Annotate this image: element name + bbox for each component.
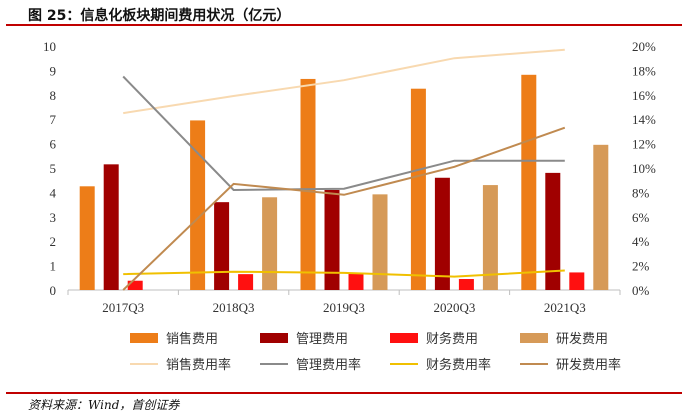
bar-销售费用 (521, 74, 537, 291)
y2-tick-label: 18% (632, 63, 656, 78)
x-tick-label: 2020Q3 (433, 300, 475, 315)
line-财务费用率 (123, 269, 565, 278)
bar-销售费用 (190, 120, 206, 290)
y2-tick-label: 6% (632, 210, 650, 225)
y2-tick-label: 16% (632, 88, 656, 103)
bar-研发费用 (482, 185, 498, 290)
x-tick-label: 2018Q3 (213, 300, 255, 315)
bar-销售费用 (79, 186, 95, 290)
chart-area: 0 1 2 3 4 5 6 7 8 9 10 0% 2% 4% 6% 8% 10% 12% 14% 16% 18% 20%… (0, 26, 688, 392)
y-tick-label: 2 (50, 234, 57, 249)
line-销售费用率 (123, 48, 565, 115)
bar-研发费用 (262, 197, 278, 290)
y-tick-label: 9 (50, 63, 57, 78)
y-tick-label: 5 (50, 161, 57, 176)
y-tick-label: 10 (43, 39, 56, 54)
legend-label-管理费用: 管理费用 (296, 332, 348, 347)
legend-label-财务费用: 财务费用 (426, 331, 478, 347)
legend-swatch-销售费用 (130, 333, 158, 343)
x-tick-label: 2021Q3 (544, 300, 586, 315)
legend-label-研发费用: 研发费用 (556, 331, 608, 347)
legend-swatch-管理费用 (260, 333, 288, 343)
bar-管理费用 (214, 202, 230, 290)
chart-svg: 0 1 2 3 4 5 6 7 8 9 10 0% 2% 4% 6% 8% 10% 12% 14% 16% 18% 20%… (43, 39, 656, 373)
legend-label-财务费用率: 财务费用率 (426, 357, 491, 373)
bar-研发费用 (372, 194, 388, 290)
x-tick-label: 2017Q3 (102, 300, 144, 315)
bar-研发费用 (593, 144, 609, 290)
bar-管理费用 (103, 164, 119, 290)
bar-财务费用 (127, 280, 143, 290)
y-tick-label: 8 (50, 88, 57, 103)
y-tick-label: 1 (50, 259, 57, 274)
legend-label-研发费用率: 研发费用率 (556, 357, 621, 373)
bar-管理费用 (324, 189, 340, 290)
y2-tick-label: 20% (632, 39, 656, 54)
y-tick-label: 0 (50, 283, 57, 298)
title-bar: 图 25：信息化板块期间费用状况（亿元） (6, 2, 682, 26)
legend-swatch-研发费用 (520, 333, 548, 343)
y2-tick-label: 10% (632, 161, 656, 176)
y2-tick-label: 2% (632, 259, 650, 274)
y2-tick-label: 8% (632, 185, 650, 200)
y-tick-label: 4 (50, 185, 57, 200)
legend-label-销售费用率: 销售费用率 (166, 357, 231, 373)
bar-销售费用 (410, 88, 426, 290)
y2-tick-label: 4% (632, 234, 650, 249)
y2-tick-label: 0% (632, 283, 650, 298)
bar-财务费用 (458, 279, 474, 290)
bar-财务费用 (348, 272, 364, 290)
y2-tick-label: 12% (632, 137, 656, 152)
line-研发费用率 (122, 126, 566, 291)
y-tick-label: 7 (50, 112, 57, 127)
source-bar: 资料来源：Wind，首创证券 (6, 392, 682, 413)
chart-title: 图 25：信息化板块期间费用状况（亿元） (28, 8, 291, 24)
bar-财务费用 (238, 274, 254, 290)
legend-label-管理费用率: 管理费用率 (296, 357, 361, 373)
bars (79, 74, 609, 291)
bar-财务费用 (569, 272, 585, 290)
axes: 0 1 2 3 4 5 6 7 8 9 10 0% 2% 4% 6% 8% 10% 12% 14% 16% 18% 20%… (43, 39, 656, 315)
lines (122, 48, 566, 291)
line-管理费用率 (122, 75, 565, 192)
bar-销售费用 (300, 78, 316, 290)
bar-管理费用 (545, 172, 561, 290)
bar-管理费用 (434, 177, 450, 290)
legend-label-销售费用: 销售费用 (166, 331, 218, 347)
source-note: 资料来源：Wind，首创证券 (28, 398, 180, 412)
legend-swatch-财务费用 (390, 333, 418, 343)
x-tick-label: 2019Q3 (323, 300, 365, 315)
y-tick-label: 6 (50, 137, 57, 152)
y-tick-label: 3 (50, 210, 57, 225)
y2-tick-label: 14% (632, 112, 656, 127)
